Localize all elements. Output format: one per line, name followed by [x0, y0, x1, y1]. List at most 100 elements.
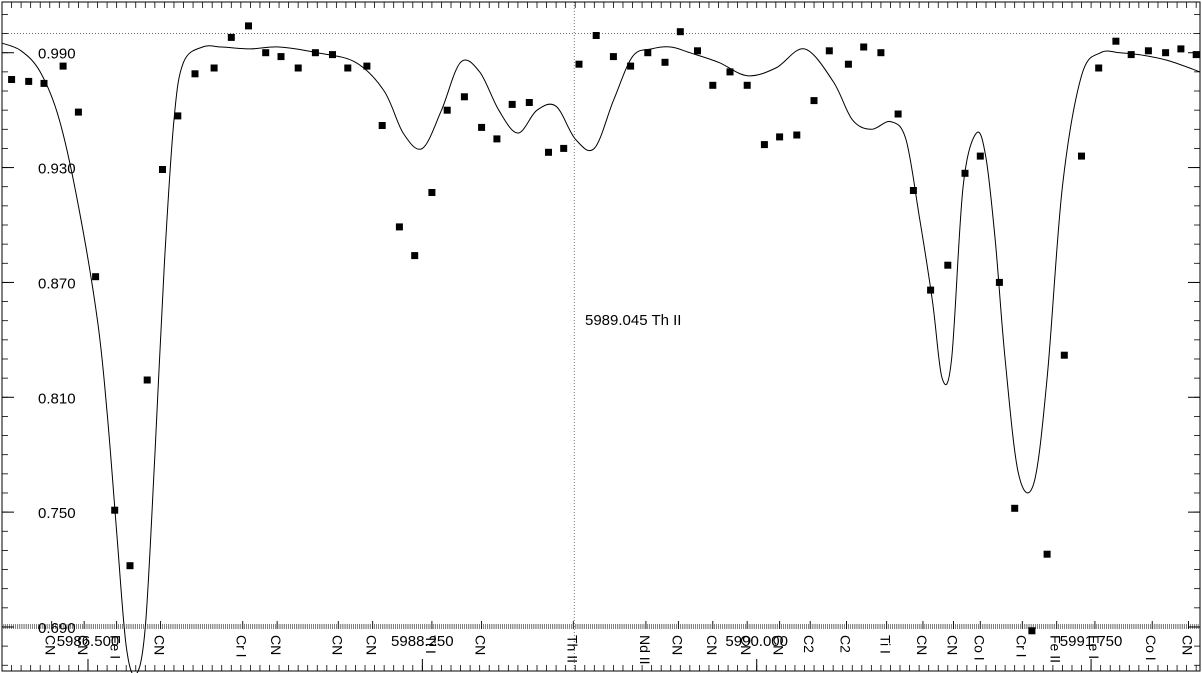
data-point: [311, 49, 319, 57]
observed-data-points: [8, 22, 1200, 635]
data-point: [676, 28, 684, 36]
y-tick-label: 0.690: [38, 620, 76, 637]
data-point: [294, 64, 302, 72]
data-point: [944, 261, 952, 269]
data-point: [927, 286, 935, 294]
data-point: [443, 106, 451, 114]
data-point: [8, 76, 16, 83]
data-point: [1144, 47, 1152, 55]
line-id-label: Cr I: [1013, 635, 1029, 658]
data-point: [191, 70, 199, 78]
line-id-label: CN: [914, 635, 930, 655]
data-point: [860, 43, 868, 51]
data-point: [545, 148, 552, 156]
data-point: [262, 49, 270, 57]
data-point: [525, 99, 533, 106]
line-id-label: Co I: [1143, 635, 1159, 661]
data-point: [726, 68, 734, 76]
y-tick-label: 0.750: [38, 505, 76, 522]
data-point: [210, 64, 218, 72]
data-point: [995, 278, 1003, 286]
y-tick-label: 0.870: [38, 275, 76, 292]
data-point: [378, 122, 386, 129]
data-point: [976, 152, 984, 160]
data-point: [159, 166, 166, 173]
data-point: [609, 53, 617, 61]
data-point: [661, 58, 669, 66]
data-point: [592, 32, 600, 39]
annotation-label: 5989.045 Th II: [585, 312, 681, 329]
data-point: [627, 62, 635, 70]
data-point: [1011, 504, 1019, 512]
data-point: [395, 223, 403, 231]
data-point: [1078, 152, 1085, 160]
data-point: [1043, 550, 1051, 558]
data-point: [92, 273, 100, 281]
line-id-label: CN: [1180, 635, 1196, 655]
data-point: [59, 62, 67, 70]
line-id-label: Fe II: [1048, 635, 1064, 663]
data-point: [1162, 49, 1170, 57]
line-id-label: CN: [669, 635, 685, 655]
data-point: [25, 77, 33, 85]
data-point: [1127, 51, 1135, 59]
data-point: [508, 100, 516, 108]
line-id-label: Ti I: [878, 635, 894, 654]
line-identification-labels: CN CN Fe I CN Cr I CN CN CN Ti I CN Th II Nd II CN CN…: [1, 620, 1201, 665]
data-point: [493, 135, 501, 143]
line-id-label: C2: [801, 635, 817, 653]
line-id-label: CN: [473, 635, 489, 655]
line-id-label: Th II: [564, 635, 580, 663]
data-point: [111, 506, 119, 514]
y-tick-label: 0.930: [38, 161, 76, 178]
data-point: [329, 51, 336, 59]
line-id-label: C2: [838, 635, 854, 653]
line-id-label: Nd II: [637, 635, 653, 665]
data-point: [126, 562, 134, 570]
data-point: [760, 141, 768, 149]
line-id-label: Ti I: [423, 635, 439, 654]
data-point: [909, 187, 917, 194]
y-tick-label: 0.810: [38, 390, 76, 407]
line-id-label: Fe I: [1086, 635, 1102, 659]
line-id-label: CN: [329, 635, 345, 655]
data-point: [1177, 45, 1185, 53]
data-point: [74, 108, 82, 116]
line-id-label: CN: [152, 635, 168, 655]
line-id-label: CN: [704, 635, 720, 655]
data-point: [810, 97, 818, 105]
line-id-label: CN: [364, 635, 380, 655]
x-tick-label: 5991.750: [1060, 633, 1123, 650]
data-point: [560, 144, 568, 152]
data-point: [961, 169, 969, 177]
data-point: [825, 47, 833, 55]
data-point: [844, 60, 852, 68]
data-point: [143, 376, 151, 384]
data-point: [575, 60, 583, 68]
data-point: [894, 110, 902, 118]
data-point: [709, 81, 717, 89]
line-id-label: CN: [75, 635, 91, 655]
line-id-label: Fe I: [108, 635, 124, 659]
x-tick-label: 5986.500: [57, 633, 120, 650]
data-point: [428, 189, 436, 196]
data-point: [1112, 37, 1120, 45]
line-id-label: Co I: [971, 635, 987, 661]
x-tick-label: 5990.000: [725, 633, 788, 650]
data-point: [1192, 51, 1200, 59]
x-tick-label: 5988.250: [391, 633, 454, 650]
data-point: [743, 81, 751, 89]
data-point: [460, 93, 468, 101]
data-point: [227, 33, 235, 41]
data-point: [478, 123, 486, 131]
data-point: [174, 112, 182, 120]
data-point: [277, 53, 285, 61]
data-point: [877, 49, 885, 57]
line-id-label: Cr I: [234, 635, 250, 658]
data-point: [793, 131, 801, 139]
data-point: [411, 252, 419, 260]
